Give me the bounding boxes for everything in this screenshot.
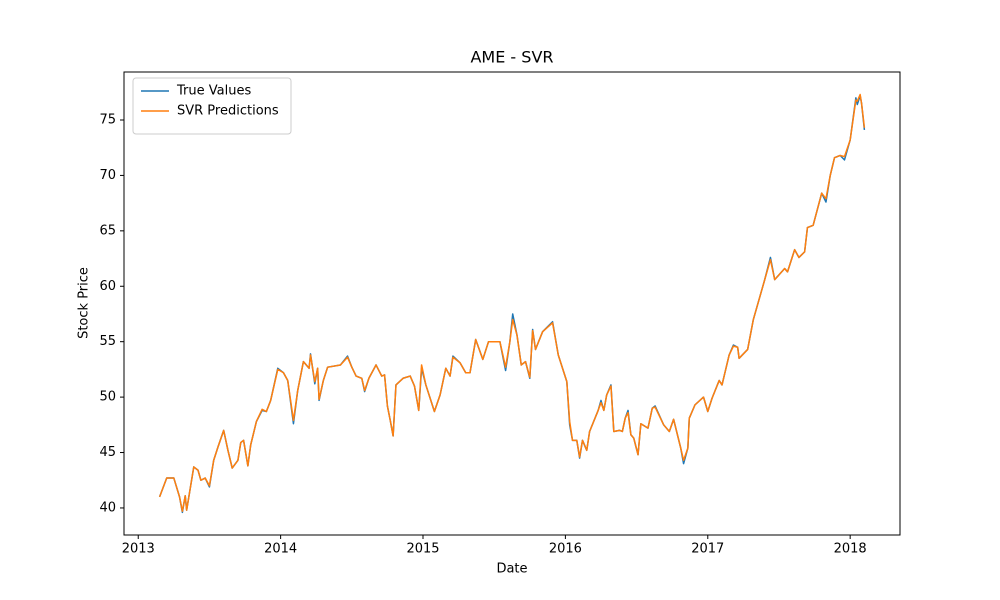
x-axis-label: Date — [496, 562, 527, 577]
y-axis-label: Stock Price — [77, 267, 92, 339]
y-tick-label: 50 — [99, 390, 116, 405]
y-tick-label: 60 — [99, 279, 116, 294]
x-tick-label: 2016 — [549, 542, 582, 557]
x-tick-label: 2014 — [264, 542, 297, 557]
data-line — [158, 93, 866, 513]
y-tick-label: 45 — [99, 445, 116, 460]
legend-box — [132, 77, 292, 135]
y-tick-label: 40 — [99, 500, 116, 515]
y-tick-label: 65 — [99, 223, 116, 238]
x-tick-label: 2018 — [834, 542, 867, 557]
legend-label: SVR Predictions — [177, 104, 279, 119]
x-tick-label: 2013 — [122, 542, 155, 557]
chart-title: AME - SVR — [470, 48, 553, 67]
y-tick-label: 75 — [99, 112, 116, 127]
legend-label: True Values — [176, 84, 251, 99]
y-tick-label: 70 — [99, 168, 116, 183]
x-tick-label: 2017 — [691, 542, 724, 557]
x-tick-label: 2015 — [406, 542, 439, 557]
plot-frame — [123, 71, 901, 536]
y-tick-label: 55 — [99, 334, 116, 349]
